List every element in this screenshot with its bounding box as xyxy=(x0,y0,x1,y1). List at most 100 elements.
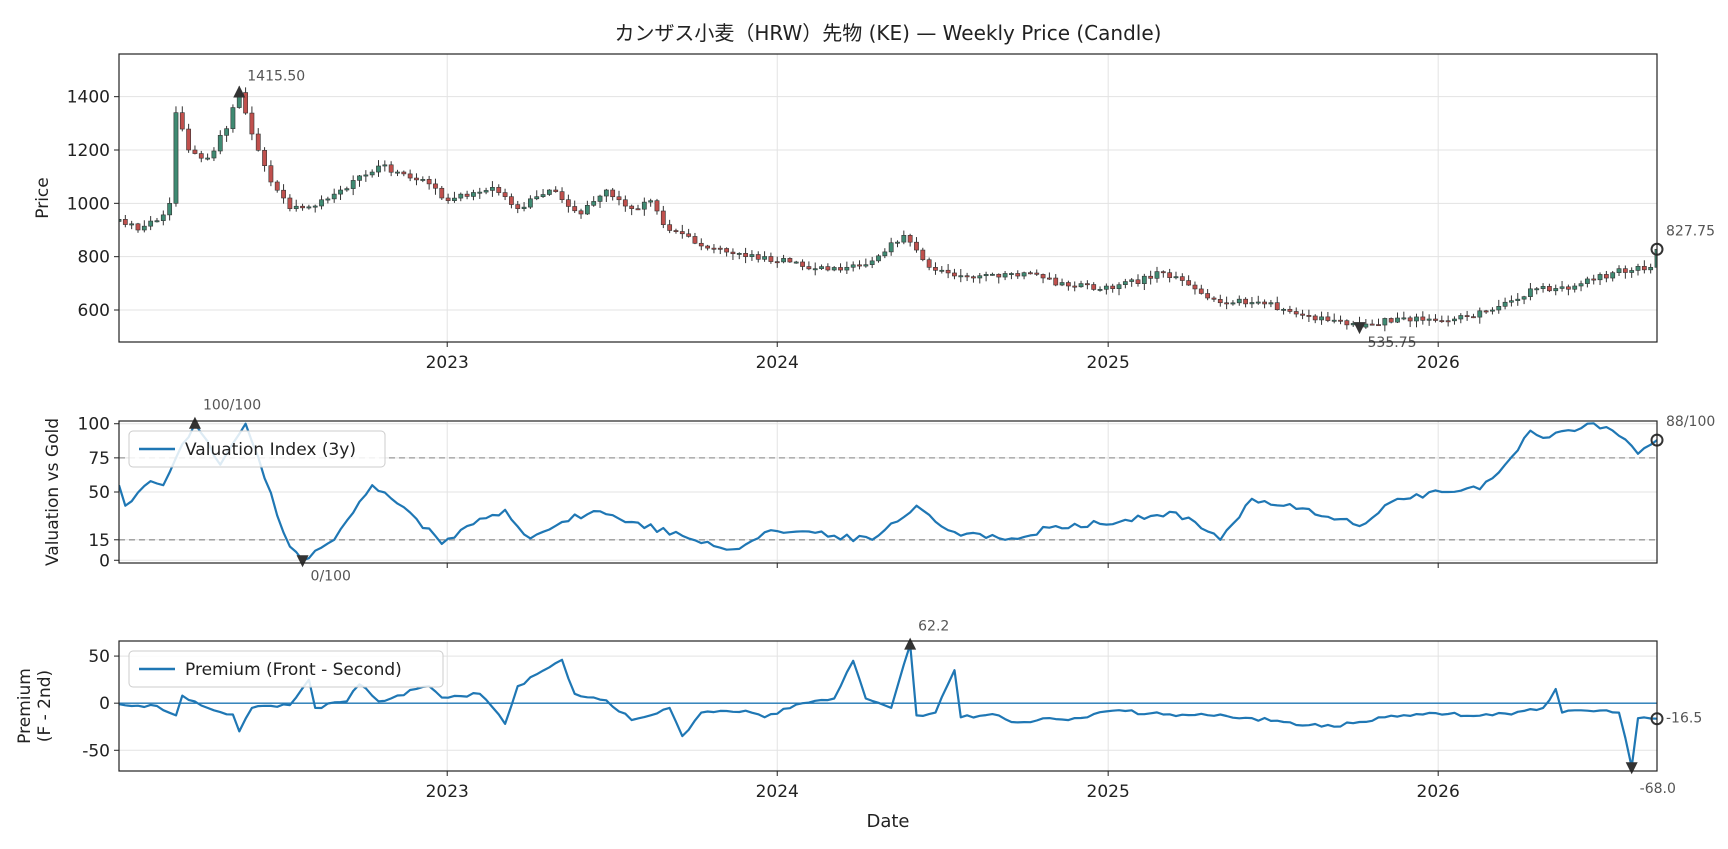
candle-body xyxy=(1369,323,1375,326)
annotation-label: -68.0 xyxy=(1640,781,1676,797)
candle-body xyxy=(800,261,805,267)
candle-body xyxy=(926,259,932,268)
candle-body xyxy=(160,214,166,221)
candle-body xyxy=(1034,272,1040,275)
candle-body xyxy=(876,255,881,262)
y-tick-label: 50 xyxy=(88,483,110,503)
candle-body xyxy=(1426,318,1432,321)
candle-body xyxy=(325,198,331,201)
candle-body xyxy=(1540,286,1546,289)
candle-body xyxy=(958,275,964,278)
candle-body xyxy=(572,206,578,212)
candle-body xyxy=(1230,302,1236,305)
annotation: 100/100 xyxy=(188,398,261,429)
candle-body xyxy=(1103,285,1109,290)
y-tick-label: 0 xyxy=(99,551,110,571)
y-tick-label: 75 xyxy=(88,449,110,469)
candle-body xyxy=(793,261,799,264)
candle-body xyxy=(1255,301,1261,304)
candle-body xyxy=(1610,272,1616,279)
candle-body xyxy=(1559,286,1565,289)
axes-frame xyxy=(118,640,1658,772)
candle-body xyxy=(1179,276,1185,281)
candle-body xyxy=(1160,271,1166,274)
candle-body xyxy=(648,200,654,203)
candle-body xyxy=(401,171,407,175)
annotation: 0/100 xyxy=(296,555,351,584)
annotation-label: -16.5 xyxy=(1666,711,1702,727)
candle-body xyxy=(711,247,717,250)
candle-body xyxy=(1458,315,1464,320)
candle-body xyxy=(591,201,597,206)
candle-body xyxy=(983,274,989,277)
candle-body xyxy=(1084,283,1090,286)
candle-body xyxy=(395,171,400,174)
candle-body xyxy=(1287,308,1293,312)
candle-body xyxy=(1009,273,1014,275)
x-tick-label: 2026 xyxy=(1417,353,1460,373)
candle-body xyxy=(869,260,875,265)
candle-body xyxy=(1433,318,1438,321)
max-marker xyxy=(233,85,246,98)
candle-body xyxy=(148,220,154,227)
candle-body xyxy=(1622,268,1628,273)
candles xyxy=(119,86,1657,332)
candle-body xyxy=(1502,301,1508,307)
candle-body xyxy=(205,157,210,160)
candle-body xyxy=(1452,318,1457,322)
y-tick-label: 50 xyxy=(88,647,110,667)
candle-body xyxy=(806,266,812,270)
candle-body xyxy=(338,189,343,195)
candle-body xyxy=(1028,272,1033,275)
y-axis-label: Valuation vs Gold xyxy=(43,418,63,566)
candle-body xyxy=(173,112,179,204)
candle-body xyxy=(781,258,786,263)
plot-area xyxy=(119,422,1657,562)
candle-body xyxy=(1065,282,1071,287)
candle-body xyxy=(198,153,204,159)
candle-body xyxy=(1249,302,1255,305)
candle-body xyxy=(705,245,711,249)
candle-body xyxy=(945,269,951,274)
candle-body xyxy=(426,179,432,185)
candle-body xyxy=(1635,266,1641,271)
candle-body xyxy=(135,223,141,231)
candle-body xyxy=(344,188,350,191)
plot-area xyxy=(119,643,1657,769)
y-tick-label: 800 xyxy=(78,248,110,268)
candle-body xyxy=(243,92,248,114)
candle-body xyxy=(819,266,824,269)
min-marker xyxy=(296,555,309,568)
annotation: 827.75 xyxy=(1650,223,1715,256)
candle-body xyxy=(211,150,217,159)
series-line xyxy=(119,643,1657,769)
candle-body xyxy=(565,199,571,207)
candle-body xyxy=(1578,283,1584,287)
candle-body xyxy=(629,205,635,209)
candle-body xyxy=(1515,298,1521,301)
candle-body xyxy=(388,164,394,173)
candle-body xyxy=(1268,302,1274,305)
candle-body xyxy=(1186,280,1192,286)
valuation-chart-panel: 015 50 75 100 Valuation vs Gold 100/100 0/100 8… xyxy=(43,398,1715,585)
candle-body xyxy=(1236,298,1242,304)
candle-body xyxy=(1420,316,1426,321)
candle-body xyxy=(1205,293,1211,299)
axes-frame xyxy=(118,53,1658,343)
candle-body xyxy=(749,254,755,257)
candle-body xyxy=(736,253,742,255)
candle-body xyxy=(452,197,457,201)
candle-body xyxy=(920,249,926,261)
candle-body xyxy=(774,261,780,264)
x-tick-label: 2024 xyxy=(756,782,799,802)
candle-body xyxy=(673,230,679,232)
candle-body xyxy=(1591,278,1597,281)
candle-body xyxy=(914,241,919,251)
candle-body xyxy=(357,175,362,181)
candle-body xyxy=(933,267,938,271)
candle-body xyxy=(1021,272,1027,277)
candle-body xyxy=(464,193,470,197)
candle-body xyxy=(1382,318,1388,326)
candle-body xyxy=(1641,266,1647,271)
candle-body xyxy=(825,266,831,271)
